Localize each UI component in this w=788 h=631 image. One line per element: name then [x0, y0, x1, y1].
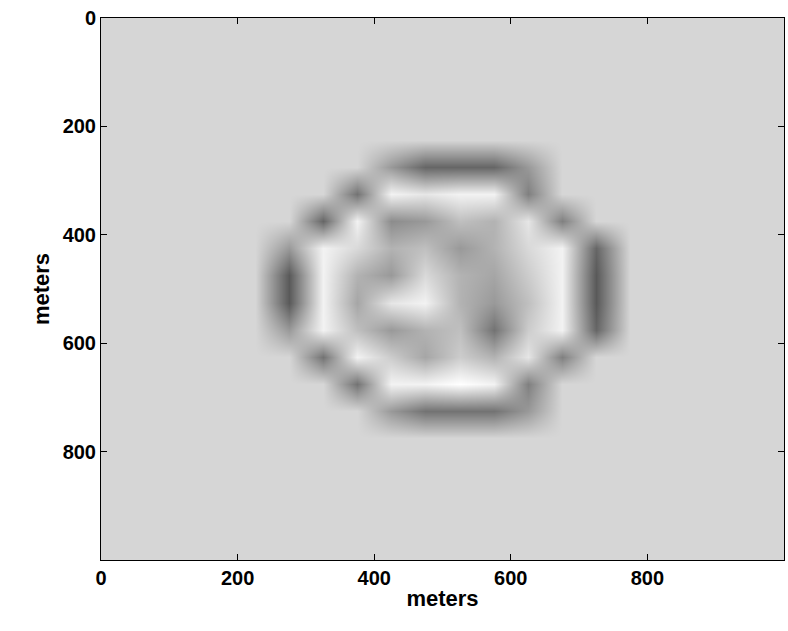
svg-text:400: 400	[63, 224, 96, 246]
svg-text:200: 200	[221, 567, 254, 589]
svg-text:0: 0	[85, 7, 96, 29]
svg-text:meters: meters	[29, 253, 54, 325]
svg-text:800: 800	[63, 441, 96, 463]
svg-text:0: 0	[95, 567, 106, 589]
svg-text:200: 200	[63, 115, 96, 137]
svg-text:600: 600	[494, 567, 527, 589]
svg-text:800: 800	[631, 567, 664, 589]
svg-text:400: 400	[358, 567, 391, 589]
svg-text:meters: meters	[406, 586, 478, 611]
svg-text:600: 600	[63, 332, 96, 354]
